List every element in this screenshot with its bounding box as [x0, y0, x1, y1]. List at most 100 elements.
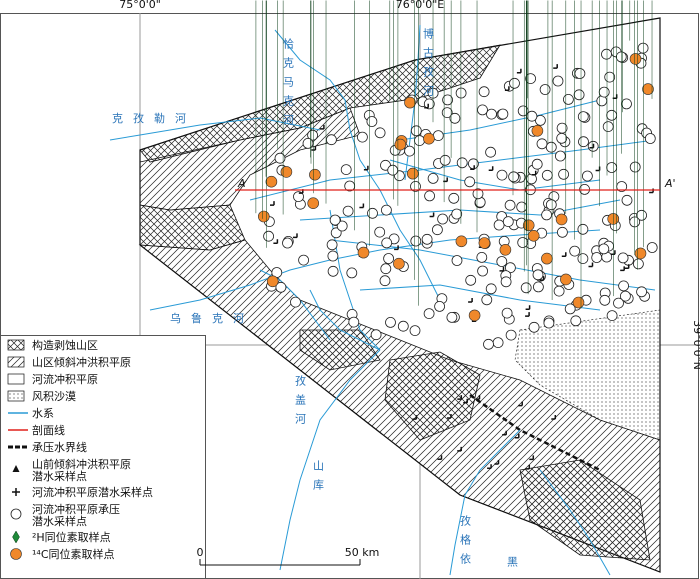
sample-circle	[275, 281, 287, 293]
sample-circle	[604, 71, 616, 83]
sample-circle	[620, 290, 631, 302]
c14-point	[572, 296, 585, 309]
sample-circle	[520, 282, 532, 294]
plus-point	[516, 68, 522, 74]
sample-circle	[477, 104, 488, 116]
scale-label: 50 km	[345, 546, 380, 559]
sample-circle	[492, 337, 504, 349]
legend-label: 潜水采样点	[32, 514, 87, 528]
sample-circle	[293, 191, 304, 203]
sample-circle	[432, 130, 444, 142]
sample-circle	[486, 108, 497, 120]
legend	[0, 335, 206, 579]
sample-circle	[381, 237, 393, 249]
sample-circle	[602, 121, 614, 132]
sample-circle	[543, 317, 555, 329]
legend-label: 潜水采样点	[32, 469, 87, 483]
sample-circle	[570, 315, 582, 327]
sample-circle	[577, 111, 589, 122]
plus-point	[363, 165, 369, 171]
scale-bar: 0 50 km	[197, 546, 380, 566]
legend-label: 水系	[32, 407, 54, 420]
sample-circle	[509, 77, 520, 89]
sample-circle	[410, 125, 422, 137]
sample-points	[202, 0, 658, 536]
river-label: 孜格依	[459, 514, 472, 572]
sample-circle	[379, 275, 391, 287]
legend-label: ²H同位素取样点	[32, 530, 111, 544]
sample-circle	[553, 285, 565, 297]
sample-circle	[404, 145, 416, 157]
sample-circle	[606, 162, 618, 173]
plus-point	[504, 86, 510, 91]
plus-point	[620, 266, 625, 272]
plus-point	[412, 415, 418, 420]
sample-circle	[646, 242, 658, 253]
sample-circle	[326, 239, 338, 251]
c14-point	[307, 197, 320, 209]
legend-swatch	[7, 356, 25, 368]
sample-circle	[410, 235, 422, 247]
sample-circle	[633, 258, 644, 270]
sample-circle	[342, 205, 354, 217]
c14-point	[607, 213, 620, 225]
plus-point	[463, 398, 468, 404]
triangle-point	[12, 465, 20, 472]
plus-point	[518, 401, 523, 407]
plus-point	[273, 239, 279, 245]
sample-circle	[532, 269, 544, 281]
sample-circle	[558, 168, 569, 180]
sample-circle	[636, 209, 647, 221]
sample-circle	[497, 108, 509, 120]
plus-point	[529, 455, 535, 461]
sample-circle	[330, 227, 342, 239]
river-label: 黑	[506, 556, 519, 575]
sample-circle	[485, 283, 497, 295]
plus-point	[502, 430, 507, 436]
legend-label: ¹⁴C同位素取样点	[32, 547, 115, 561]
sample-circle	[380, 263, 392, 275]
river-label: 克孜勒河	[112, 111, 196, 125]
legend-swatch	[7, 373, 25, 385]
plus-point	[561, 252, 567, 257]
sample-circle	[501, 307, 513, 319]
sample-circle	[598, 243, 610, 255]
sample-circle	[556, 132, 568, 144]
plus-point	[525, 464, 531, 470]
sample-circle	[427, 172, 439, 184]
sample-circle	[434, 300, 446, 312]
coord-label: 39°0'0"N	[691, 320, 700, 370]
sample-circle	[451, 255, 463, 266]
sample-circle	[464, 176, 476, 188]
plus-point	[487, 464, 492, 469]
river-label: 恰克马克河	[282, 37, 295, 133]
sample-circle	[439, 154, 451, 166]
sample-circle	[348, 316, 360, 328]
sample-circle	[545, 141, 557, 153]
sample-circle	[465, 274, 477, 286]
c14-point	[309, 168, 321, 181]
sample-circle	[533, 281, 544, 293]
sample-circle	[485, 146, 497, 158]
legend-swatch	[7, 339, 25, 351]
river-label: 乌鲁克河	[170, 311, 254, 325]
sample-circle	[557, 226, 568, 238]
sample-circle	[448, 192, 460, 204]
c14-point	[478, 237, 491, 249]
sample-circle	[336, 220, 348, 232]
sample-circle	[366, 116, 378, 127]
section-label: A	[237, 177, 246, 190]
sample-circle	[564, 303, 576, 315]
plus-point	[624, 264, 630, 270]
plus-point	[488, 166, 494, 171]
sample-circle	[437, 213, 449, 225]
sample-circle	[613, 297, 624, 309]
plus-point	[539, 276, 545, 281]
plus-point	[457, 446, 462, 452]
c14-point	[629, 53, 642, 65]
c14-point	[404, 96, 416, 109]
sample-circle	[329, 214, 341, 226]
c14-point	[423, 132, 435, 145]
sample-circle	[617, 252, 629, 264]
c14-point	[468, 309, 481, 322]
